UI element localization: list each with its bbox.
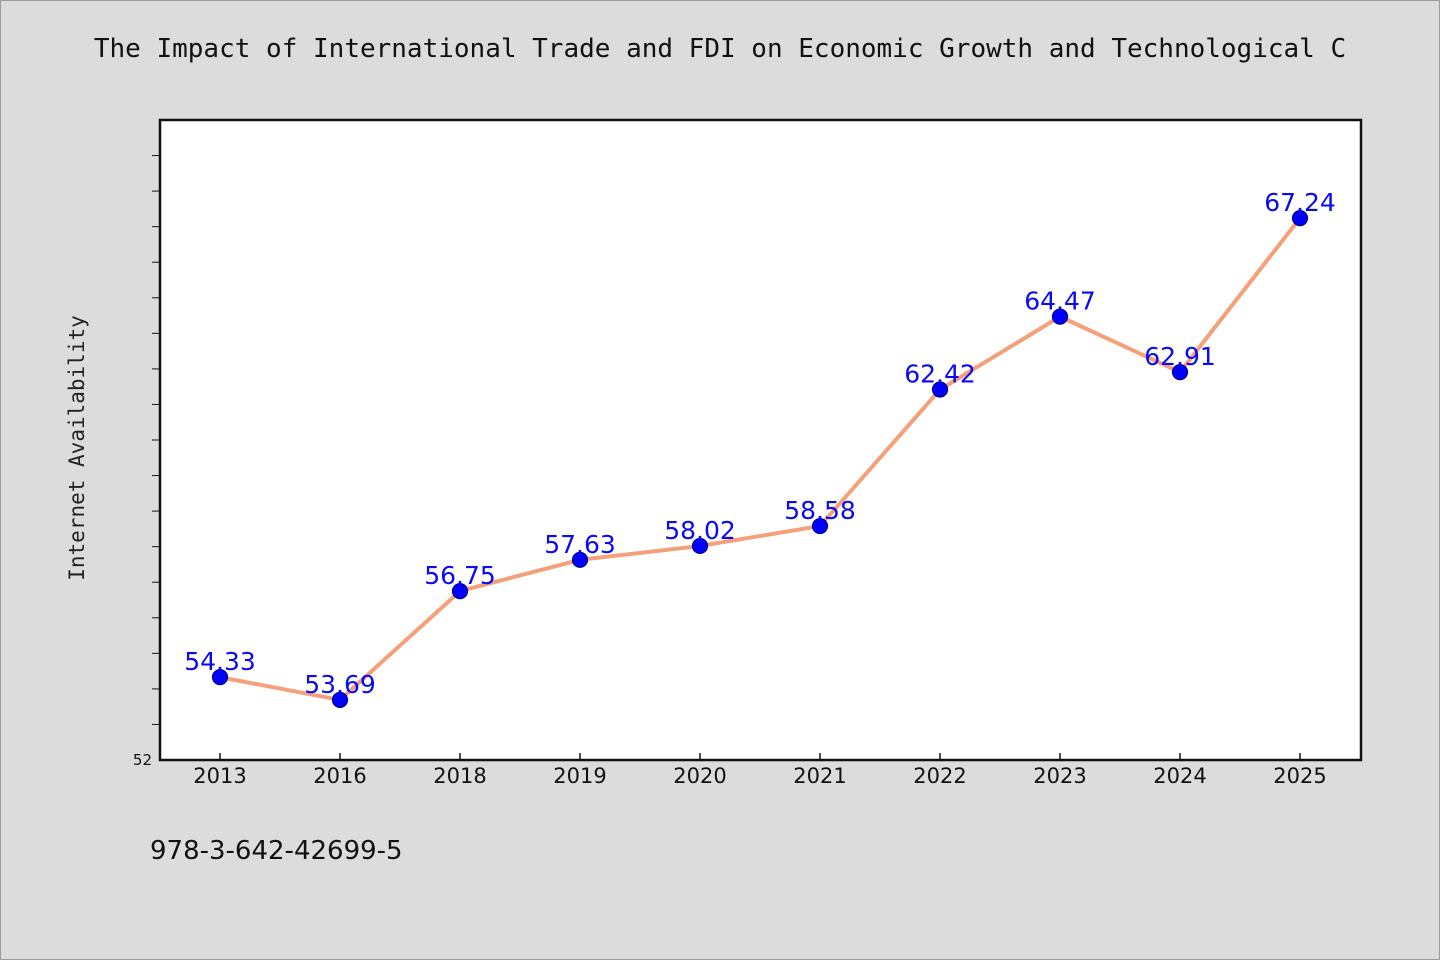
data-label: 58.02 xyxy=(664,516,736,545)
data-point xyxy=(1171,363,1189,381)
data-label: 62.91 xyxy=(1144,342,1216,371)
data-label: 57.63 xyxy=(544,530,616,559)
x-tick-label: 2022 xyxy=(913,764,966,788)
y-tick-label: 52 xyxy=(133,751,152,769)
data-point xyxy=(331,691,349,709)
x-tick-label: 2013 xyxy=(193,764,246,788)
data-label: 67.24 xyxy=(1264,188,1336,217)
isbn-text: 978-3-642-42699-5 xyxy=(150,836,403,866)
plot-area xyxy=(160,120,1361,760)
data-point xyxy=(211,669,229,686)
x-tick-label: 2021 xyxy=(793,764,846,788)
data-point xyxy=(811,517,829,535)
data-label: 64.47 xyxy=(1024,287,1096,316)
data-label: 58.58 xyxy=(784,496,856,525)
data-label: 54.33 xyxy=(184,647,256,676)
x-tick-label: 2023 xyxy=(1033,764,1086,788)
chart-title: The Impact of International Trade and FD… xyxy=(93,34,1347,64)
data-point xyxy=(931,381,949,398)
data-point xyxy=(451,583,469,600)
x-tick-label: 2024 xyxy=(1153,764,1206,788)
data-label: 56.75 xyxy=(424,561,496,590)
data-point xyxy=(1291,210,1309,227)
data-point xyxy=(571,551,589,568)
plot-border xyxy=(158,118,1363,762)
x-tick-label: 2019 xyxy=(553,764,606,788)
x-tick-label: 2016 xyxy=(313,764,366,788)
data-label: 53.69 xyxy=(304,670,376,699)
x-tick-label: 2025 xyxy=(1273,764,1326,788)
x-tick-label: 2020 xyxy=(673,764,726,788)
data-label: 62.42 xyxy=(904,360,976,389)
x-tick-label: 2018 xyxy=(433,764,486,788)
series-line xyxy=(218,216,1302,702)
data-point xyxy=(1051,308,1069,325)
data-point xyxy=(691,537,709,555)
